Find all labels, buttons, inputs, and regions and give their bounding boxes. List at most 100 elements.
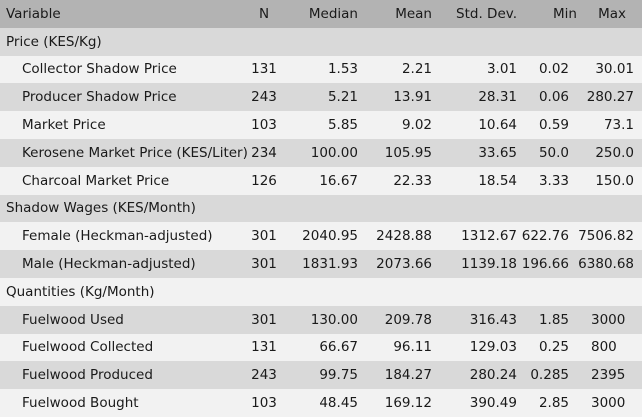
cell-max: 150.0 bbox=[577, 166, 642, 195]
cell-median: 1.53 bbox=[290, 55, 358, 84]
cell-median: 5.85 bbox=[290, 111, 358, 139]
cell-median: 99.75 bbox=[290, 361, 358, 390]
row-label: Market Price bbox=[0, 111, 238, 139]
cell-mean: 2428.88 bbox=[358, 222, 432, 251]
cell-mean: 13.91 bbox=[358, 83, 432, 112]
row-label: Fuelwood Collected bbox=[0, 333, 238, 362]
cell-std-dev: 33.65 bbox=[432, 138, 517, 167]
header-median: Median bbox=[290, 0, 358, 28]
section-row: Shadow Wages (KES/Month) bbox=[0, 194, 642, 223]
cell-mean: 9.02 bbox=[358, 111, 432, 139]
table-row: Producer Shadow Price 243 5.21 13.91 28.31 0.… bbox=[0, 83, 642, 112]
cell-std-dev: 10.64 bbox=[432, 111, 517, 139]
row-label: Producer Shadow Price bbox=[0, 83, 238, 112]
section-label: Price (KES/Kg) bbox=[0, 27, 642, 56]
cell-std-dev: 1139.18 bbox=[432, 250, 517, 278]
cell-std-dev: 18.54 bbox=[432, 166, 517, 195]
cell-n: 126 bbox=[238, 166, 290, 195]
cell-mean: 2.21 bbox=[358, 55, 432, 84]
cell-max: 7506.82 bbox=[577, 222, 642, 251]
cell-std-dev: 129.03 bbox=[432, 333, 517, 362]
table-row: Fuelwood Used 301 130.00 209.78 316.43 1.85 30… bbox=[0, 305, 642, 334]
table-row: Fuelwood Bought 103 48.45 169.12 390.49 2.85 3… bbox=[0, 389, 642, 417]
header-max: Max bbox=[577, 0, 642, 28]
row-label: Collector Shadow Price bbox=[0, 55, 238, 84]
cell-std-dev: 28.31 bbox=[432, 83, 517, 112]
section-label: Shadow Wages (KES/Month) bbox=[0, 194, 642, 223]
table-row: Fuelwood Collected 131 66.67 96.11 129.03 0.2… bbox=[0, 333, 642, 362]
cell-std-dev: 1312.67 bbox=[432, 222, 517, 251]
cell-min: 1.85 bbox=[517, 305, 577, 334]
cell-max: 73.1 bbox=[577, 111, 642, 139]
header-mean: Mean bbox=[358, 0, 432, 28]
cell-max: 3000 bbox=[577, 305, 642, 334]
row-label: Fuelwood Bought bbox=[0, 389, 238, 417]
cell-n: 243 bbox=[238, 361, 290, 390]
cell-max: 280.27 bbox=[577, 83, 642, 112]
cell-min: 2.85 bbox=[517, 389, 577, 417]
table-row: Male (Heckman-adjusted) 301 1831.93 2073.66… bbox=[0, 250, 642, 278]
cell-min: 3.33 bbox=[517, 166, 577, 195]
cell-median: 2040.95 bbox=[290, 222, 358, 251]
table-row: Collector Shadow Price 131 1.53 2.21 3.01 0.0… bbox=[0, 55, 642, 84]
row-label: Female (Heckman-adjusted) bbox=[0, 222, 238, 251]
table-row: Kerosene Market Price (KES/Liter) 234 100.… bbox=[0, 138, 642, 167]
cell-median: 16.67 bbox=[290, 166, 358, 195]
header-std-dev: Std. Dev. bbox=[432, 0, 517, 28]
cell-n: 243 bbox=[238, 83, 290, 112]
cell-std-dev: 280.24 bbox=[432, 361, 517, 390]
header-variable: Variable bbox=[0, 0, 238, 28]
header-n: N bbox=[238, 0, 290, 28]
cell-n: 234 bbox=[238, 138, 290, 167]
cell-mean: 209.78 bbox=[358, 305, 432, 334]
row-label: Male (Heckman-adjusted) bbox=[0, 250, 238, 278]
cell-max: 2395 bbox=[577, 361, 642, 390]
cell-min: 0.59 bbox=[517, 111, 577, 139]
cell-median: 5.21 bbox=[290, 83, 358, 112]
section-label: Quantities (Kg/Month) bbox=[0, 277, 642, 306]
cell-max: 250.0 bbox=[577, 138, 642, 167]
cell-n: 301 bbox=[238, 222, 290, 251]
cell-min: 50.0 bbox=[517, 138, 577, 167]
cell-median: 48.45 bbox=[290, 389, 358, 417]
cell-n: 301 bbox=[238, 305, 290, 334]
cell-std-dev: 316.43 bbox=[432, 305, 517, 334]
cell-n: 131 bbox=[238, 55, 290, 84]
cell-median: 1831.93 bbox=[290, 250, 358, 278]
cell-mean: 96.11 bbox=[358, 333, 432, 362]
row-label: Fuelwood Used bbox=[0, 305, 238, 334]
cell-median: 66.67 bbox=[290, 333, 358, 362]
cell-max: 6380.68 bbox=[577, 250, 642, 278]
table-body: Price (KES/Kg) Collector Shadow Price 131 1… bbox=[0, 27, 642, 417]
row-label: Fuelwood Produced bbox=[0, 361, 238, 390]
cell-std-dev: 390.49 bbox=[432, 389, 517, 417]
cell-max: 3000 bbox=[577, 389, 642, 417]
header-min: Min bbox=[517, 0, 577, 28]
cell-min: 622.76 bbox=[517, 222, 577, 251]
table-row: Fuelwood Produced 243 99.75 184.27 280.24 0.2… bbox=[0, 361, 642, 390]
cell-n: 131 bbox=[238, 333, 290, 362]
cell-n: 301 bbox=[238, 250, 290, 278]
table-row: Female (Heckman-adjusted) 301 2040.95 2428.… bbox=[0, 222, 642, 251]
cell-min: 0.02 bbox=[517, 55, 577, 84]
cell-mean: 2073.66 bbox=[358, 250, 432, 278]
table-row: Charcoal Market Price 126 16.67 22.33 18.54 3… bbox=[0, 166, 642, 195]
cell-std-dev: 3.01 bbox=[432, 55, 517, 84]
cell-mean: 22.33 bbox=[358, 166, 432, 195]
section-row: Quantities (Kg/Month) bbox=[0, 277, 642, 306]
table-row: Market Price 103 5.85 9.02 10.64 0.59 73.1 bbox=[0, 111, 642, 139]
cell-max: 800 bbox=[577, 333, 642, 362]
section-row: Price (KES/Kg) bbox=[0, 27, 642, 56]
cell-n: 103 bbox=[238, 389, 290, 417]
cell-median: 130.00 bbox=[290, 305, 358, 334]
row-label: Charcoal Market Price bbox=[0, 166, 238, 195]
cell-mean: 169.12 bbox=[358, 389, 432, 417]
cell-min: 0.06 bbox=[517, 83, 577, 112]
row-label: Kerosene Market Price (KES/Liter) bbox=[0, 138, 248, 167]
cell-n: 103 bbox=[238, 111, 290, 139]
header-row: Variable N Median Mean Std. Dev. Min Max bbox=[0, 0, 642, 28]
cell-max: 30.01 bbox=[577, 55, 642, 84]
cell-min: 0.285 bbox=[517, 361, 577, 390]
cell-mean: 184.27 bbox=[358, 361, 432, 390]
